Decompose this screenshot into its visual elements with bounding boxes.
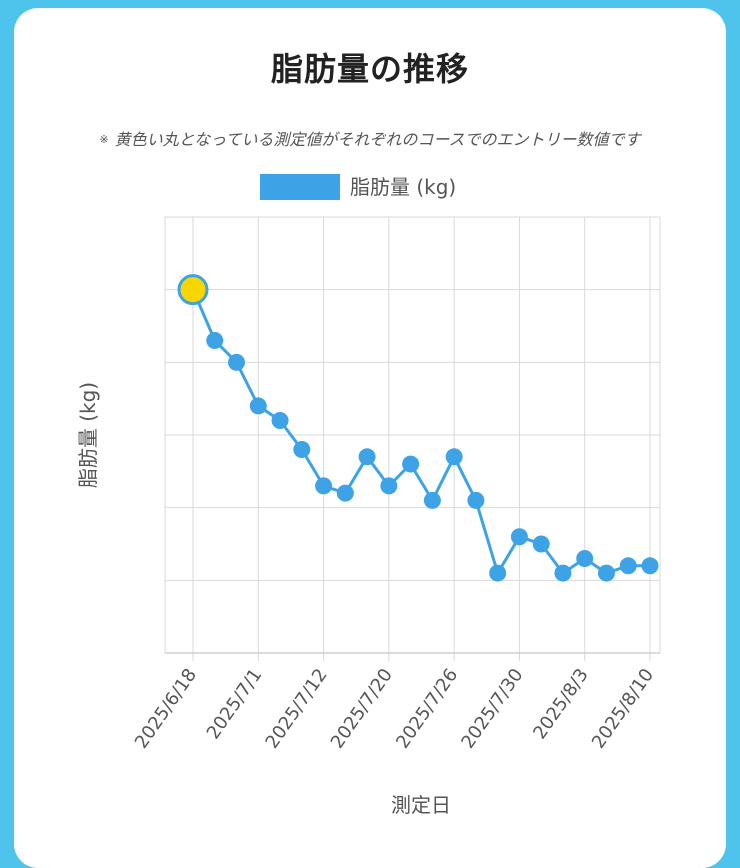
data-point-8: [358, 448, 376, 466]
data-point-12: [445, 448, 463, 466]
x-axis-title: 測定日: [391, 793, 451, 817]
data-point-9: [380, 477, 398, 495]
x-tick-label-7: 2025/8/10: [588, 665, 658, 753]
data-point-19: [597, 564, 615, 582]
note-text: ※ 黄色い丸となっている測定値がそれぞれのコースでのエントリー数値です: [14, 126, 726, 150]
data-point-14: [489, 564, 507, 582]
x-tick-label-5: 2025/7/30: [457, 665, 527, 753]
data-point-11: [423, 491, 441, 509]
y-axis-title: 脂肪量 (kg): [76, 382, 100, 488]
data-point-10: [402, 455, 420, 473]
data-point-5: [293, 441, 311, 459]
legend-swatch: [260, 174, 340, 200]
data-point-16: [532, 535, 550, 553]
data-point-20: [619, 557, 637, 575]
data-point-4: [271, 411, 289, 429]
note-mark: ※: [99, 133, 109, 146]
x-tick-label-6: 2025/8/3: [529, 665, 593, 743]
data-point-2: [228, 353, 246, 371]
x-tick-label-1: 2025/7/1: [203, 665, 267, 743]
data-point-17: [554, 564, 572, 582]
x-tick-label-3: 2025/7/20: [327, 665, 397, 753]
chart-card: 脂肪量の推移 ※ 黄色い丸となっている測定値がそれぞれのコースでのエントリー数値で…: [14, 8, 726, 868]
note-body: 黄色い丸となっている測定値がそれぞれのコースでのエントリー数値です: [114, 130, 641, 149]
page-title: 脂肪量の推移: [270, 50, 469, 88]
x-tick-label-4: 2025/7/26: [392, 665, 462, 753]
x-tick-label-0: 2025/6/18: [131, 665, 201, 753]
legend-label: 脂肪量 (kg): [350, 175, 456, 199]
data-point-21: [641, 557, 659, 575]
series-line: [191, 289, 650, 575]
data-point-3: [249, 397, 267, 415]
data-point-6: [315, 477, 333, 495]
data-point-1: [206, 332, 224, 350]
data-point-entry-0: [177, 274, 209, 306]
data-point-7: [336, 484, 354, 502]
x-tick-label-2: 2025/7/12: [262, 665, 332, 753]
data-point-15: [510, 528, 528, 546]
data-point-13: [467, 491, 485, 509]
data-point-18: [576, 550, 594, 568]
